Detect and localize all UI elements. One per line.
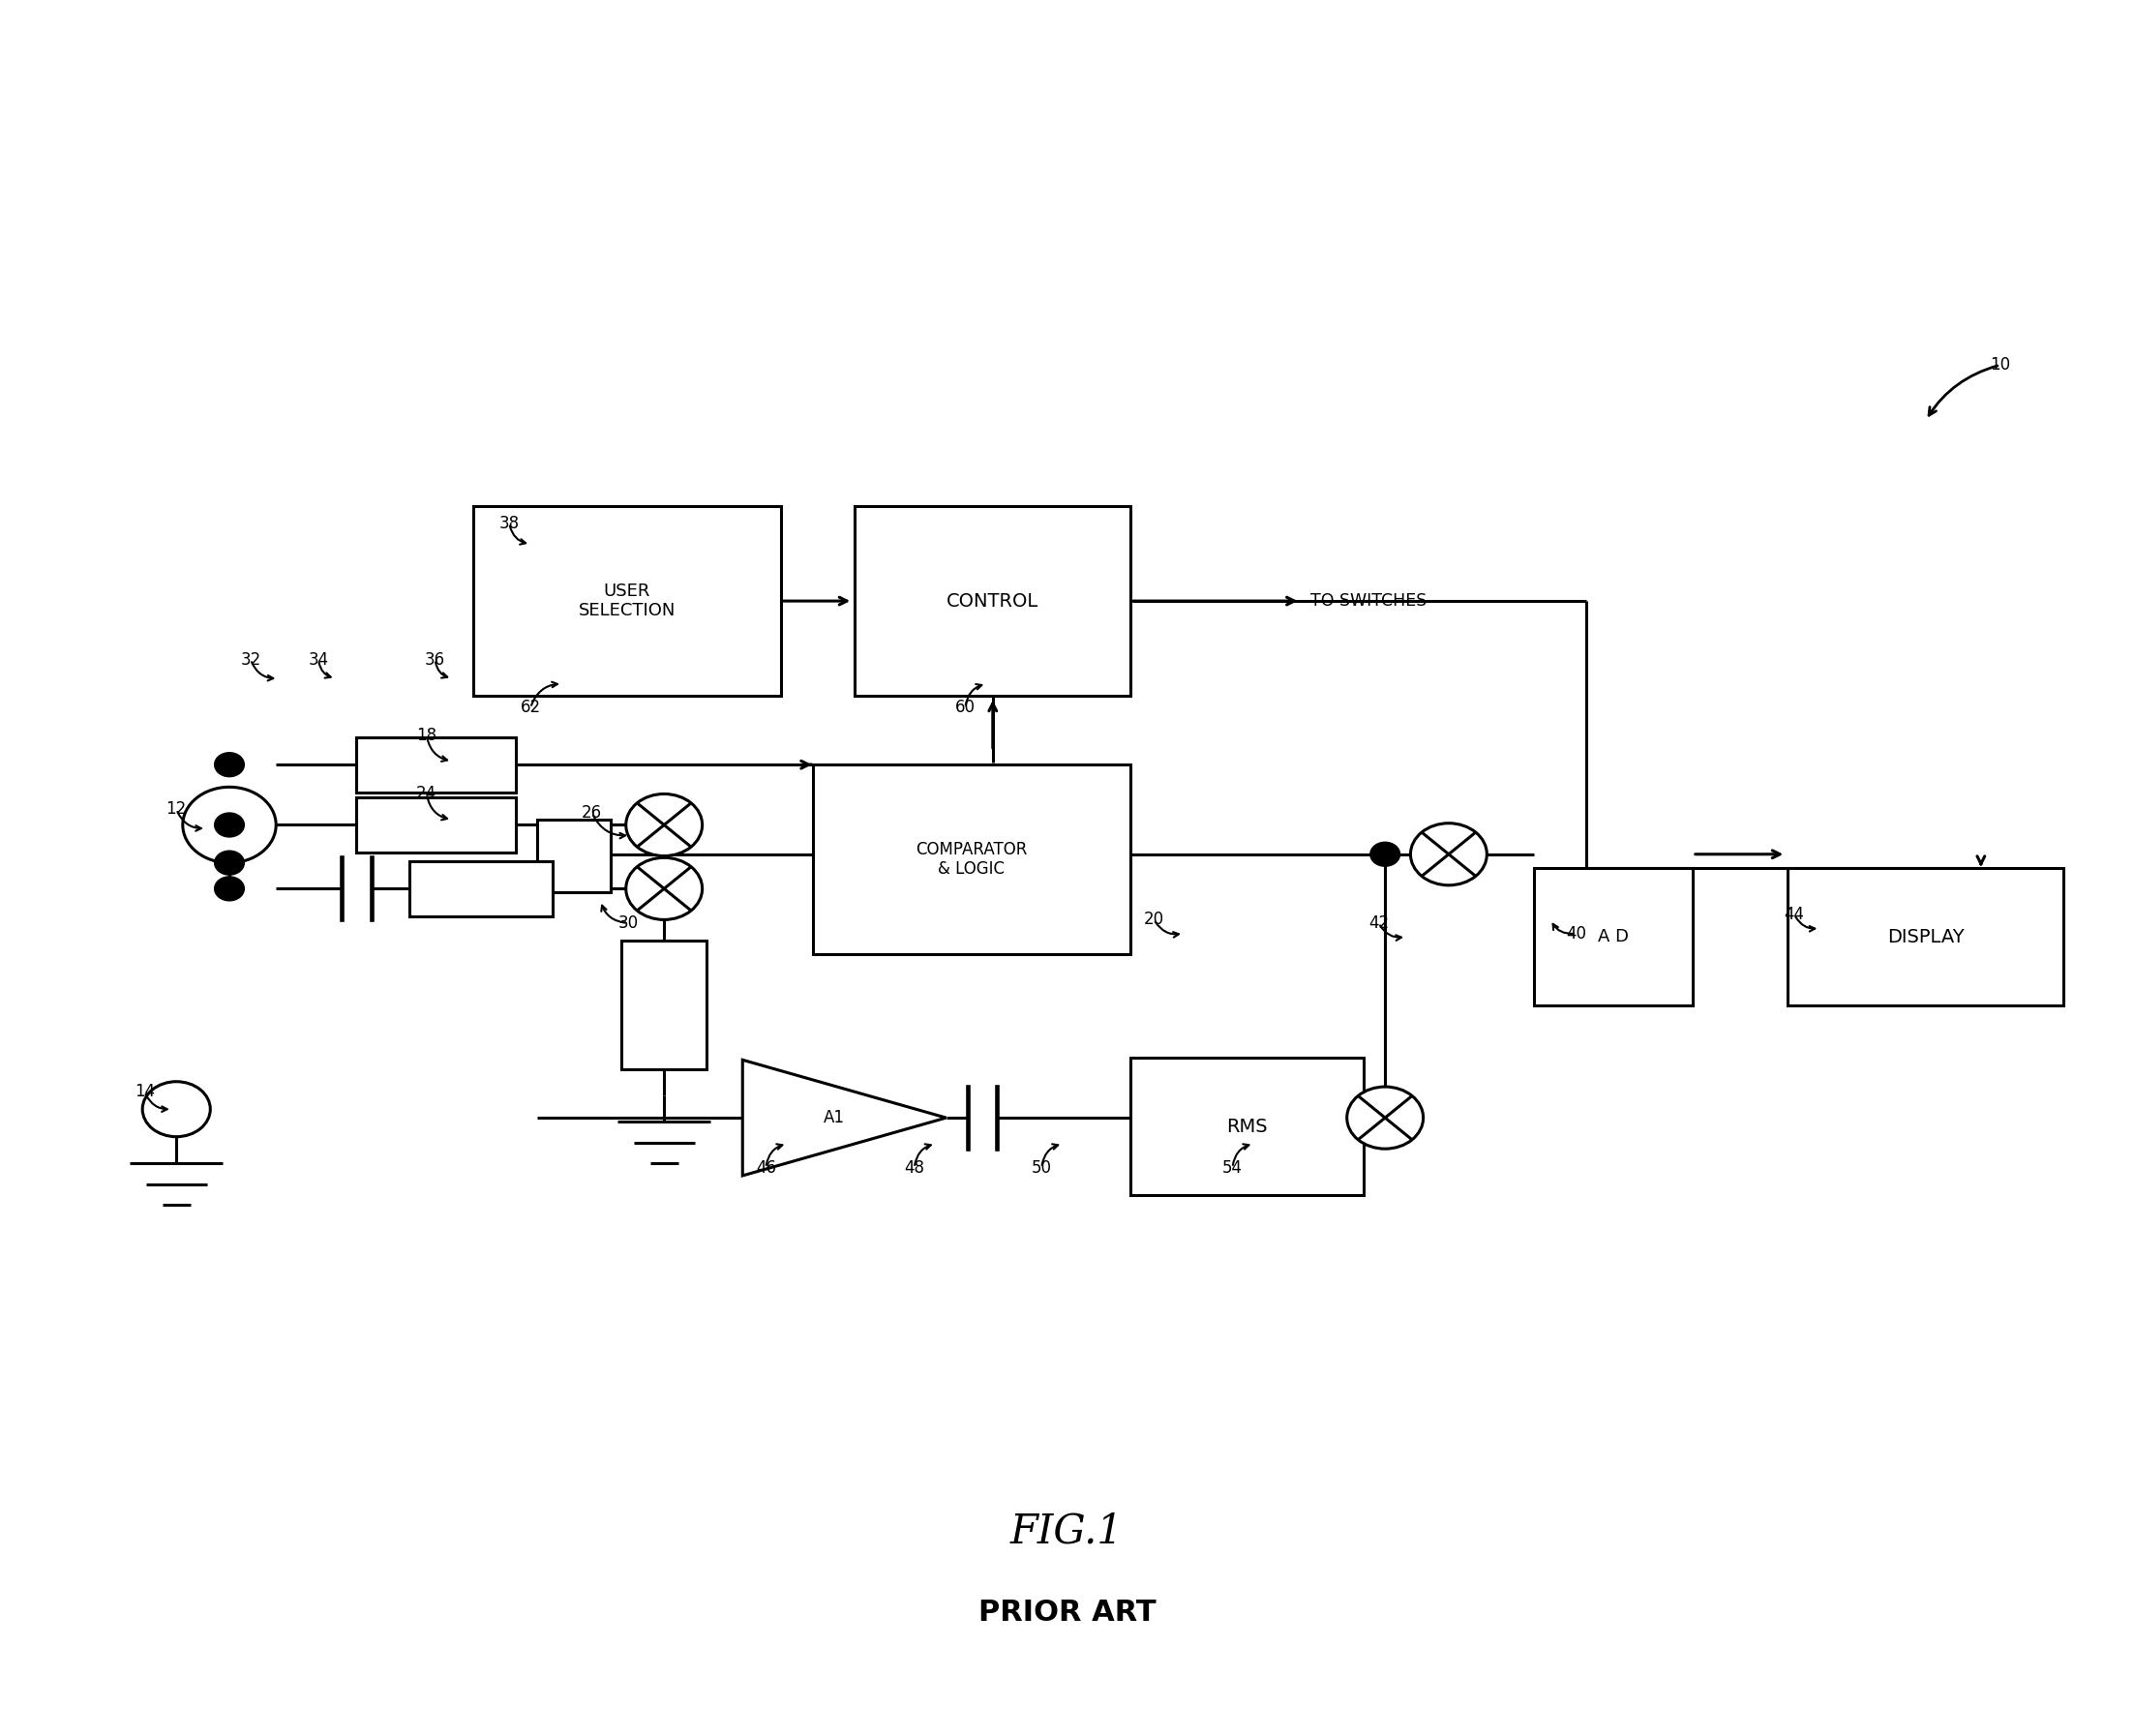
Circle shape xyxy=(625,858,702,920)
Text: COMPARATOR
& LOGIC: COMPARATOR & LOGIC xyxy=(915,840,1026,878)
Text: DISPLAY: DISPLAY xyxy=(1886,927,1965,946)
Circle shape xyxy=(1370,842,1400,866)
Bar xyxy=(1131,1057,1364,1196)
Text: CONTROL: CONTROL xyxy=(947,592,1039,609)
Circle shape xyxy=(216,877,243,901)
Text: 34: 34 xyxy=(307,651,329,668)
Text: 44: 44 xyxy=(1784,906,1805,924)
Text: 12: 12 xyxy=(166,800,186,818)
Text: FIG.1: FIG.1 xyxy=(1009,1510,1125,1552)
Bar xyxy=(856,507,1131,696)
Circle shape xyxy=(216,753,243,776)
Text: USER
SELECTION: USER SELECTION xyxy=(578,582,676,620)
Text: 18: 18 xyxy=(416,727,437,745)
Circle shape xyxy=(184,786,275,863)
Bar xyxy=(1788,868,2064,1005)
Text: 48: 48 xyxy=(905,1160,924,1177)
Text: 10: 10 xyxy=(1989,356,2010,373)
Text: 36: 36 xyxy=(425,651,446,668)
Text: 30: 30 xyxy=(619,915,638,932)
Text: 38: 38 xyxy=(499,516,519,533)
Bar xyxy=(538,819,610,892)
Circle shape xyxy=(1411,823,1487,885)
Text: 32: 32 xyxy=(241,651,260,668)
Bar xyxy=(1534,868,1692,1005)
Circle shape xyxy=(625,793,702,856)
Text: 26: 26 xyxy=(583,804,602,821)
Bar xyxy=(356,738,516,792)
Text: 50: 50 xyxy=(1031,1160,1052,1177)
Circle shape xyxy=(143,1082,211,1137)
Polygon shape xyxy=(743,1061,945,1175)
Circle shape xyxy=(1347,1087,1423,1149)
Bar xyxy=(356,797,516,852)
Text: RMS: RMS xyxy=(1227,1118,1268,1135)
Bar xyxy=(474,507,781,696)
Text: 60: 60 xyxy=(956,700,975,717)
Text: 46: 46 xyxy=(755,1160,777,1177)
Text: 20: 20 xyxy=(1144,911,1165,929)
Text: 42: 42 xyxy=(1368,915,1389,932)
Text: A1: A1 xyxy=(824,1109,845,1127)
Text: 24: 24 xyxy=(416,785,437,802)
Text: PRIOR ART: PRIOR ART xyxy=(977,1599,1157,1627)
Text: 40: 40 xyxy=(1566,925,1586,943)
Bar xyxy=(813,764,1131,955)
Text: 54: 54 xyxy=(1223,1160,1242,1177)
Bar xyxy=(621,941,706,1069)
Text: TO SWITCHES: TO SWITCHES xyxy=(1310,592,1428,609)
Bar xyxy=(410,861,553,917)
Circle shape xyxy=(216,851,243,875)
Text: 14: 14 xyxy=(134,1083,156,1101)
Text: A D: A D xyxy=(1598,929,1628,946)
Circle shape xyxy=(216,812,243,837)
Text: 62: 62 xyxy=(521,700,540,717)
